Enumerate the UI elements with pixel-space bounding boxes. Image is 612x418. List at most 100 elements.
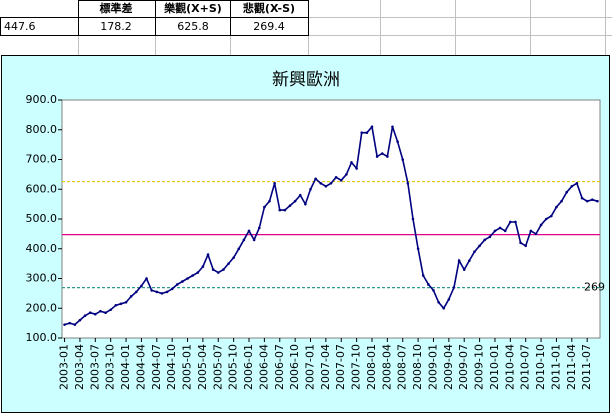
data-point (488, 235, 492, 239)
data-point (529, 229, 533, 233)
data-point (309, 187, 312, 191)
data-point (550, 214, 553, 218)
data-point (170, 287, 174, 291)
data-point (468, 259, 471, 262)
data-point (134, 290, 138, 294)
data-point (165, 290, 169, 294)
x-tick-label: 2003-01 (58, 344, 71, 390)
data-point (88, 311, 92, 315)
data-point (263, 205, 266, 209)
data-point (585, 199, 589, 203)
data-point (437, 301, 440, 304)
x-tick-label: 2007-04 (319, 344, 332, 390)
grid (0, 0, 612, 55)
x-tick-label: 2004-10 (165, 344, 178, 390)
reference-label: 269 (584, 281, 605, 294)
x-tick-label: 2006-07 (273, 344, 286, 390)
table-border (0, 0, 309, 36)
data-point (155, 290, 159, 294)
data-point (104, 311, 107, 315)
data-point (109, 308, 112, 312)
data-point (314, 177, 317, 181)
data-point (206, 253, 210, 256)
data-point (401, 158, 405, 161)
data-point (78, 318, 82, 322)
y-tick-label: 100.0 (26, 331, 58, 344)
data-point (150, 289, 153, 292)
data-point (360, 131, 364, 135)
data-point (99, 309, 102, 313)
data-point (483, 238, 487, 242)
data-point (432, 289, 435, 292)
data-point (216, 271, 220, 274)
data-point (124, 301, 128, 304)
data-point (555, 205, 558, 209)
data-point (591, 198, 594, 201)
data-point (191, 274, 194, 277)
data-point (304, 202, 307, 206)
x-tick-label: 2006-04 (257, 344, 270, 390)
x-tick-label: 2004-01 (119, 344, 132, 390)
header-cell: 標準差 (100, 1, 133, 15)
header-cell: 悲觀(X-S) (243, 1, 295, 15)
data-point (575, 182, 579, 185)
x-tick-label: 2007-07 (334, 344, 347, 390)
data-point (83, 314, 87, 317)
cell: 178.2 (100, 20, 132, 33)
data-point (175, 283, 179, 286)
data-point (519, 241, 522, 245)
data-point (247, 229, 251, 233)
data-point (68, 321, 71, 325)
data-point (298, 193, 302, 197)
x-tick-label: 2011-01 (549, 344, 562, 390)
x-tick-label: 2010-04 (503, 344, 516, 390)
data-point (447, 298, 451, 301)
data-point (350, 161, 353, 164)
data-point (524, 244, 528, 248)
data-point (283, 208, 287, 212)
data-point (145, 277, 148, 280)
x-tick-label: 2004-04 (134, 344, 147, 390)
y-tick-label: 400.0 (26, 242, 58, 255)
data-point (442, 306, 446, 310)
data-point (539, 223, 543, 227)
x-tick-label: 2008-04 (380, 344, 393, 390)
y-tick-label: 900.0 (26, 93, 58, 106)
data-point (452, 286, 456, 289)
data-point (370, 125, 374, 129)
x-tick-label: 2007-10 (350, 344, 363, 390)
x-tick-label: 2009-04 (442, 344, 455, 390)
x-tick-label: 2005-04 (196, 344, 209, 390)
data-point (222, 268, 225, 271)
data-point (570, 184, 574, 188)
data-point (94, 312, 97, 316)
x-tick-label: 2011-07 (580, 344, 593, 390)
data-point (273, 182, 276, 185)
data-point (580, 196, 584, 200)
plot-area (61, 99, 601, 339)
data-point (119, 302, 123, 306)
data-point (411, 217, 415, 221)
data-point (196, 271, 200, 274)
data-point (560, 199, 563, 203)
x-tick-label: 2003-07 (88, 344, 101, 390)
x-tick-label: 2011-04 (565, 344, 578, 390)
y-tick-label: 800.0 (26, 123, 58, 136)
data-point (242, 238, 246, 242)
x-tick-label: 2010-07 (519, 344, 532, 390)
data-point (355, 167, 358, 170)
data-point (478, 244, 481, 248)
x-tick-label: 2008-10 (411, 344, 424, 390)
data-point (345, 173, 348, 176)
data-point (339, 179, 343, 182)
data-point (73, 323, 77, 326)
data-point (288, 204, 292, 207)
data-point (416, 247, 420, 251)
x-tick-label: 2009-07 (457, 344, 470, 390)
data-point (293, 199, 297, 203)
data-point (319, 182, 323, 185)
x-tick-label: 2008-07 (396, 344, 409, 390)
data-point (227, 262, 230, 265)
